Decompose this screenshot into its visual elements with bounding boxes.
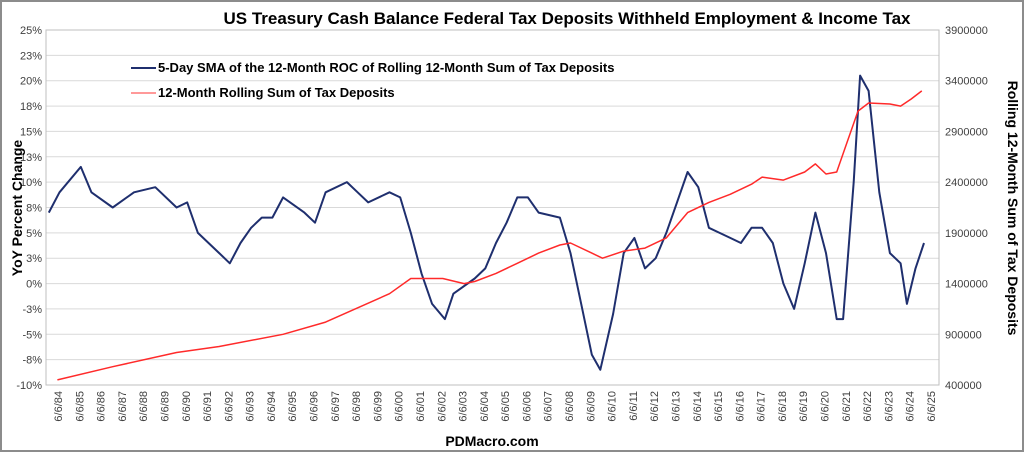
x-tick-label: 6/6/97: [330, 391, 342, 422]
y-tick-label: 20%: [20, 76, 42, 88]
x-tick-label: 6/6/09: [585, 391, 597, 422]
x-tick-label: 6/6/96: [309, 391, 321, 422]
x-tick-label: 6/6/18: [777, 391, 789, 422]
y-tick-label: 0%: [26, 279, 42, 291]
x-tick-label: 6/6/21: [841, 391, 853, 422]
x-tick-label: 6/6/16: [734, 391, 746, 422]
x-tick-label: 6/6/24: [905, 391, 917, 422]
x-tick-label: 6/6/86: [96, 391, 108, 422]
x-tick-label: 6/6/14: [692, 391, 704, 422]
y2-tick-label: 3900000: [945, 25, 988, 37]
x-tick-label: 6/6/11: [628, 391, 640, 421]
x-tick-label: 6/6/17: [756, 391, 768, 422]
x-tick-label: 6/6/91: [202, 391, 214, 422]
x-tick-label: 6/6/08: [564, 391, 576, 422]
legend: 5-Day SMA of the 12-Month ROC of Rolling…: [131, 60, 614, 100]
x-tick-label: 6/6/13: [670, 391, 682, 422]
series-line-rolling-sum: [57, 90, 923, 381]
y2-tick-label: 2400000: [945, 177, 988, 189]
x-tick-label: 6/6/00: [394, 391, 406, 422]
series-line-roc: [47, 74, 925, 371]
y-tick-label: -8%: [22, 355, 42, 367]
chart-title: US Treasury Cash Balance Federal Tax Dep…: [224, 9, 912, 28]
x-tick-label: 6/6/10: [607, 391, 619, 422]
gridlines: [46, 29, 939, 386]
x-tick-label: 6/6/94: [266, 391, 278, 422]
x-tick-label: 6/6/07: [543, 391, 555, 422]
y2-tick-label: 1400000: [945, 279, 988, 291]
y-tick-label: 23%: [20, 50, 42, 62]
x-tick-label: 6/6/01: [415, 391, 427, 422]
y2-tick-label: 400000: [945, 380, 982, 392]
x-tick-label: 6/6/02: [436, 391, 448, 422]
y2-axis-label: Rolling 12-Month Sum of Tax Deposits: [1005, 81, 1021, 336]
x-tick-label: 6/6/20: [820, 391, 832, 422]
y-tick-label: 8%: [26, 203, 42, 215]
x-tick-label: 6/6/25: [926, 391, 938, 422]
tick-labels: 25% 23% 20% 18% 15% 13% 10% 8% 5% 3% 0% -3% -5% -8% -1…: [16, 25, 988, 422]
y-tick-label: 13%: [20, 152, 42, 164]
y-tick-label: 3%: [26, 253, 42, 265]
y2-tick-label: 900000: [945, 329, 982, 341]
x-tick-label: 6/6/04: [479, 391, 491, 422]
y-tick-label: 15%: [20, 126, 42, 138]
x-tick-label: 6/6/03: [458, 391, 470, 422]
y-tick-label: 25%: [20, 25, 42, 37]
y2-tick-label: 2900000: [945, 126, 988, 138]
x-axis-label: PDMacro.com: [445, 433, 538, 449]
legend-label-roc: 5-Day SMA of the 12-Month ROC of Rolling…: [158, 60, 614, 75]
series-lines: [47, 74, 925, 381]
y-tick-label: -5%: [22, 329, 42, 341]
y-tick-label: 10%: [20, 177, 42, 189]
x-tick-label: 6/6/22: [862, 391, 874, 422]
plot-area: [45, 29, 940, 386]
y-tick-label: 18%: [20, 101, 42, 113]
x-tick-label: 6/6/84: [53, 391, 65, 422]
x-tick-label: 6/6/15: [713, 391, 725, 422]
x-tick-label: 6/6/85: [74, 391, 86, 422]
x-tick-label: 6/6/05: [500, 391, 512, 422]
x-tick-label: 6/6/90: [181, 391, 193, 422]
x-tick-label: 6/6/88: [138, 391, 150, 422]
y2-tick-label: 1900000: [945, 228, 988, 240]
x-tick-label: 6/6/99: [372, 391, 384, 422]
x-tick-label: 6/6/95: [287, 391, 299, 422]
x-tick-label: 6/6/06: [521, 391, 533, 422]
y-tick-label: 5%: [26, 228, 42, 240]
x-tick-label: 6/6/12: [649, 391, 661, 422]
x-tick-label: 6/6/19: [798, 391, 810, 422]
x-tick-label: 6/6/89: [159, 391, 171, 422]
x-tick-label: 6/6/87: [117, 391, 129, 422]
y-tick-label: -3%: [22, 304, 42, 316]
legend-label-rolling-sum: 12-Month Rolling Sum of Tax Deposits: [158, 85, 395, 100]
x-tick-label: 6/6/92: [223, 391, 235, 422]
x-tick-label: 6/6/98: [351, 391, 363, 422]
x-tick-label: 6/6/93: [245, 391, 257, 422]
y-axis-label: YoY Percent Change: [9, 140, 25, 277]
y-tick-label: -10%: [16, 380, 42, 392]
y2-tick-label: 3400000: [945, 76, 988, 88]
x-tick-label: 6/6/23: [883, 391, 895, 422]
